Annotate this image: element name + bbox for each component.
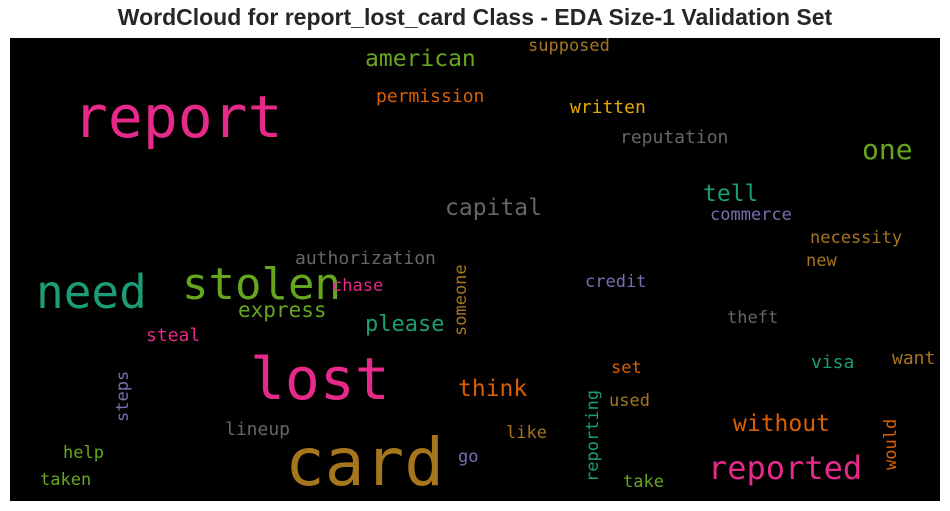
word-used: set: [611, 358, 642, 378]
word-one: one: [862, 133, 913, 166]
word-credit: chase: [332, 276, 384, 296]
word-like: steps: [113, 370, 133, 422]
word-capital: capital: [445, 195, 542, 221]
word-authorization: authorization: [295, 248, 436, 269]
word-new: necessity: [810, 228, 903, 248]
chart-title: WordCloud for report_lost_card Class - E…: [117, 4, 833, 30]
word-card: card: [285, 424, 444, 501]
word-supposed: supposed: [528, 38, 610, 56]
word-taken: go: [458, 447, 479, 467]
word-go: lineup: [225, 419, 291, 440]
word-lineup: used: [609, 391, 650, 411]
word-lost: lost: [250, 345, 390, 413]
word-american: american: [365, 46, 476, 72]
word-take: reporting: [583, 389, 603, 482]
word-without: without: [733, 411, 830, 437]
word-report: report: [73, 83, 283, 151]
word-think: think: [458, 376, 528, 402]
word-theft: steal: [146, 325, 201, 346]
word-visa: theft: [727, 308, 779, 328]
word-want: visa: [811, 352, 855, 373]
word-steps: help: [63, 443, 104, 463]
word-steal: credit: [585, 272, 647, 292]
word-reported: reported: [708, 449, 863, 487]
word-help: like: [506, 423, 547, 443]
word-permission: permission: [376, 86, 485, 107]
word-cloud: card report lost need stolen reported am…: [10, 38, 940, 501]
word-commerce: commerce: [710, 205, 792, 225]
word-chase: new: [806, 251, 837, 271]
word-stolen: stolen: [182, 259, 341, 310]
word-express: express: [238, 298, 327, 322]
word-someone: would: [881, 418, 901, 470]
word-need: need: [36, 265, 147, 319]
word-set: want: [892, 348, 936, 369]
word-tell: tell: [703, 181, 759, 207]
word-written: written: [570, 97, 646, 118]
word-would: take: [623, 472, 664, 492]
word-reporting: taken: [40, 470, 92, 490]
word-please: please: [365, 312, 445, 337]
word-reputation: reputation: [620, 127, 729, 148]
word-necessity: someone: [451, 264, 471, 336]
